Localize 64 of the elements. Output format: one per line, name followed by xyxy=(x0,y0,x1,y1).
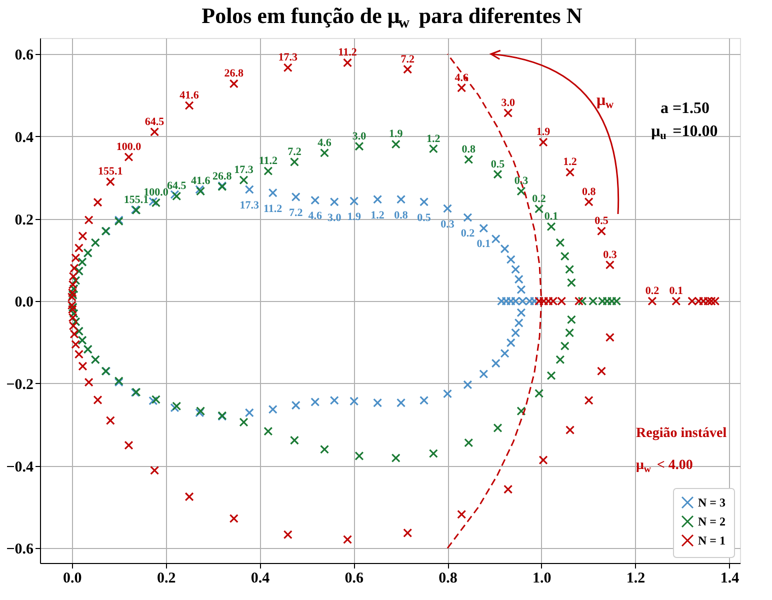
annotation: 1.9 xyxy=(536,126,551,138)
annotation: 0.2 xyxy=(460,228,476,240)
annotation: 0.8 xyxy=(394,209,408,222)
annotation: 3.0 xyxy=(352,130,367,142)
x-tick-label: 1.2 xyxy=(626,570,646,586)
annotation: 1.2 xyxy=(426,132,441,145)
annotation: 0.8 xyxy=(462,143,476,156)
y-tick-label: −0.4 xyxy=(6,459,34,476)
annotation: 4.6 xyxy=(308,210,322,222)
annotation: 100.0 xyxy=(116,141,142,153)
x-tick-label: 1.4 xyxy=(720,570,740,586)
annotation: 17.3 xyxy=(240,200,260,212)
annotation: 0.3 xyxy=(514,175,529,188)
annotation: 41.6 xyxy=(190,175,211,188)
annotation: 1.9 xyxy=(347,211,362,224)
x-tick-label: 0.4 xyxy=(250,570,270,586)
legend-label: N = 3 xyxy=(698,496,726,510)
annotation: 17.3 xyxy=(278,52,298,64)
annotation: 26.8 xyxy=(224,68,244,80)
y-tick-label: 0.2 xyxy=(14,212,34,228)
annotation: 11.2 xyxy=(258,155,278,167)
annotation: 0.5 xyxy=(490,158,506,170)
annotation: 155.1 xyxy=(124,194,149,206)
annotation: Região instável xyxy=(636,426,727,441)
y-tick-label: 0.0 xyxy=(14,294,34,311)
annotation: 0.2 xyxy=(532,192,546,205)
annotation: 4.6 xyxy=(318,136,332,149)
annotation: 64.5 xyxy=(144,116,165,128)
annotation: 3.0 xyxy=(501,96,516,109)
annotation: 0.5 xyxy=(594,215,609,228)
annotation: 7.2 xyxy=(288,146,302,158)
y-tick-label: 0.4 xyxy=(14,130,34,146)
annotation: 1.2 xyxy=(563,156,578,168)
y-tick-label: −0.2 xyxy=(6,376,34,393)
x-tick-label: 0.2 xyxy=(156,570,176,586)
annotation: 17.3 xyxy=(234,164,254,176)
annotation: 64.5 xyxy=(166,180,187,192)
y-tick-label: 0.6 xyxy=(14,48,34,64)
annotation: 0.5 xyxy=(417,212,432,224)
annotation: 0.1 xyxy=(544,210,558,223)
annotation: 26.8 xyxy=(212,170,232,183)
annotation: 7.2 xyxy=(288,206,304,219)
annotation: 155.1 xyxy=(98,166,123,178)
annotation: 0.1 xyxy=(476,238,491,250)
x-tick-label: 1.0 xyxy=(532,570,552,586)
x-tick-label: 0.8 xyxy=(438,570,458,586)
legend-label: N = 1 xyxy=(698,534,726,548)
annotation: 0.3 xyxy=(440,218,455,230)
x-tick-label: 0.6 xyxy=(344,570,364,586)
annotation: 0.8 xyxy=(582,186,596,198)
annotation: 41.6 xyxy=(180,90,200,102)
annotation: 1.2 xyxy=(370,209,385,222)
annotation: 3.0 xyxy=(327,212,342,224)
annotation: a =1.50 xyxy=(660,100,710,117)
x-tick-label: 0.0 xyxy=(63,570,82,586)
annotation: 0.2 xyxy=(645,285,660,298)
annotation: 7.2 xyxy=(400,53,415,66)
annotation: 11.2 xyxy=(264,202,283,215)
legend-label: N = 2 xyxy=(698,514,726,528)
annotation: 0.1 xyxy=(669,285,684,298)
annotation: 1.9 xyxy=(388,128,404,140)
annotation: 0.3 xyxy=(603,248,618,261)
y-tick-label: −0.6 xyxy=(6,542,34,558)
annotation: 11.2 xyxy=(338,46,358,59)
